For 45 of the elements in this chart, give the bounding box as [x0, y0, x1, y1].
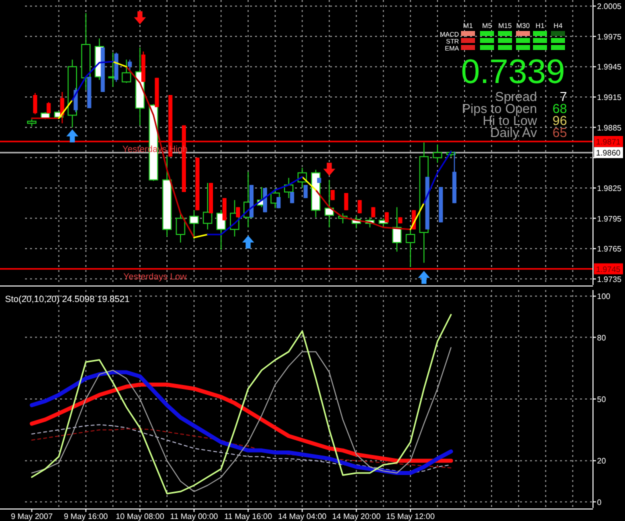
annotation: 7 [560, 89, 567, 104]
y-tick-label: 100 [597, 292, 611, 302]
x-tick-label: 9 May 2007 [10, 512, 54, 521]
annotation: Pips to Open [462, 101, 537, 116]
annotation: 1.9871 [596, 137, 622, 146]
x-tick-label: 14 May 04:00 [278, 512, 328, 521]
x-tick-label: 15 May 12:00 [386, 512, 436, 521]
x-tick-label: 9 May 16:00 [64, 512, 108, 521]
y-tick-label: 20 [597, 456, 606, 466]
y-tick-label: 1.9915 [597, 93, 622, 102]
y-tick-label: 2.0005 [597, 2, 622, 12]
line-series [30, 370, 453, 476]
x-tick-label: 11 May 00:00 [170, 512, 219, 521]
point [134, 11, 146, 24]
y-tick-label: 1.9825 [597, 184, 622, 193]
annotation: 1.9860 [596, 148, 622, 158]
y-tick-label: 50 [597, 395, 606, 404]
y-tick-label: 1.9945 [597, 62, 622, 72]
text: Sto(20,10,20) 24.5098 19.8521 [5, 294, 130, 304]
annotation: 0.7339 [461, 53, 565, 91]
point [418, 270, 430, 284]
annotation: Daily Av [490, 125, 538, 140]
y-tick-label: 1.9795 [597, 214, 622, 224]
y-tick-label: 1.9765 [597, 244, 622, 254]
y-tick-label: 1.9735 [597, 274, 622, 284]
ref-line-label: Yesterdays Low [123, 271, 188, 282]
y-tick-label: 1.9885 [597, 123, 622, 132]
x-tick-label: 14 May 20:00 [332, 512, 382, 521]
annotation: 96 [552, 113, 567, 128]
y-tick-label: 1.9975 [597, 32, 622, 42]
annotation: 65 [552, 125, 567, 140]
line-series [30, 382, 453, 463]
annotation: Hi to Low [482, 113, 538, 128]
point [66, 129, 78, 142]
point [242, 236, 254, 249]
annotation: 68 [552, 101, 567, 116]
line-series [31, 424, 452, 474]
y-tick-label: 0 [597, 498, 602, 507]
line-series [31, 314, 452, 494]
x-tick-label: 10 May 08:00 [116, 512, 165, 521]
annotation: 1.9745 [596, 264, 622, 274]
y-tick-label: 80 [597, 333, 606, 342]
point [323, 162, 336, 176]
x-tick-label: 11 May 16:00 [224, 512, 273, 521]
annotation: Spread [495, 89, 537, 104]
